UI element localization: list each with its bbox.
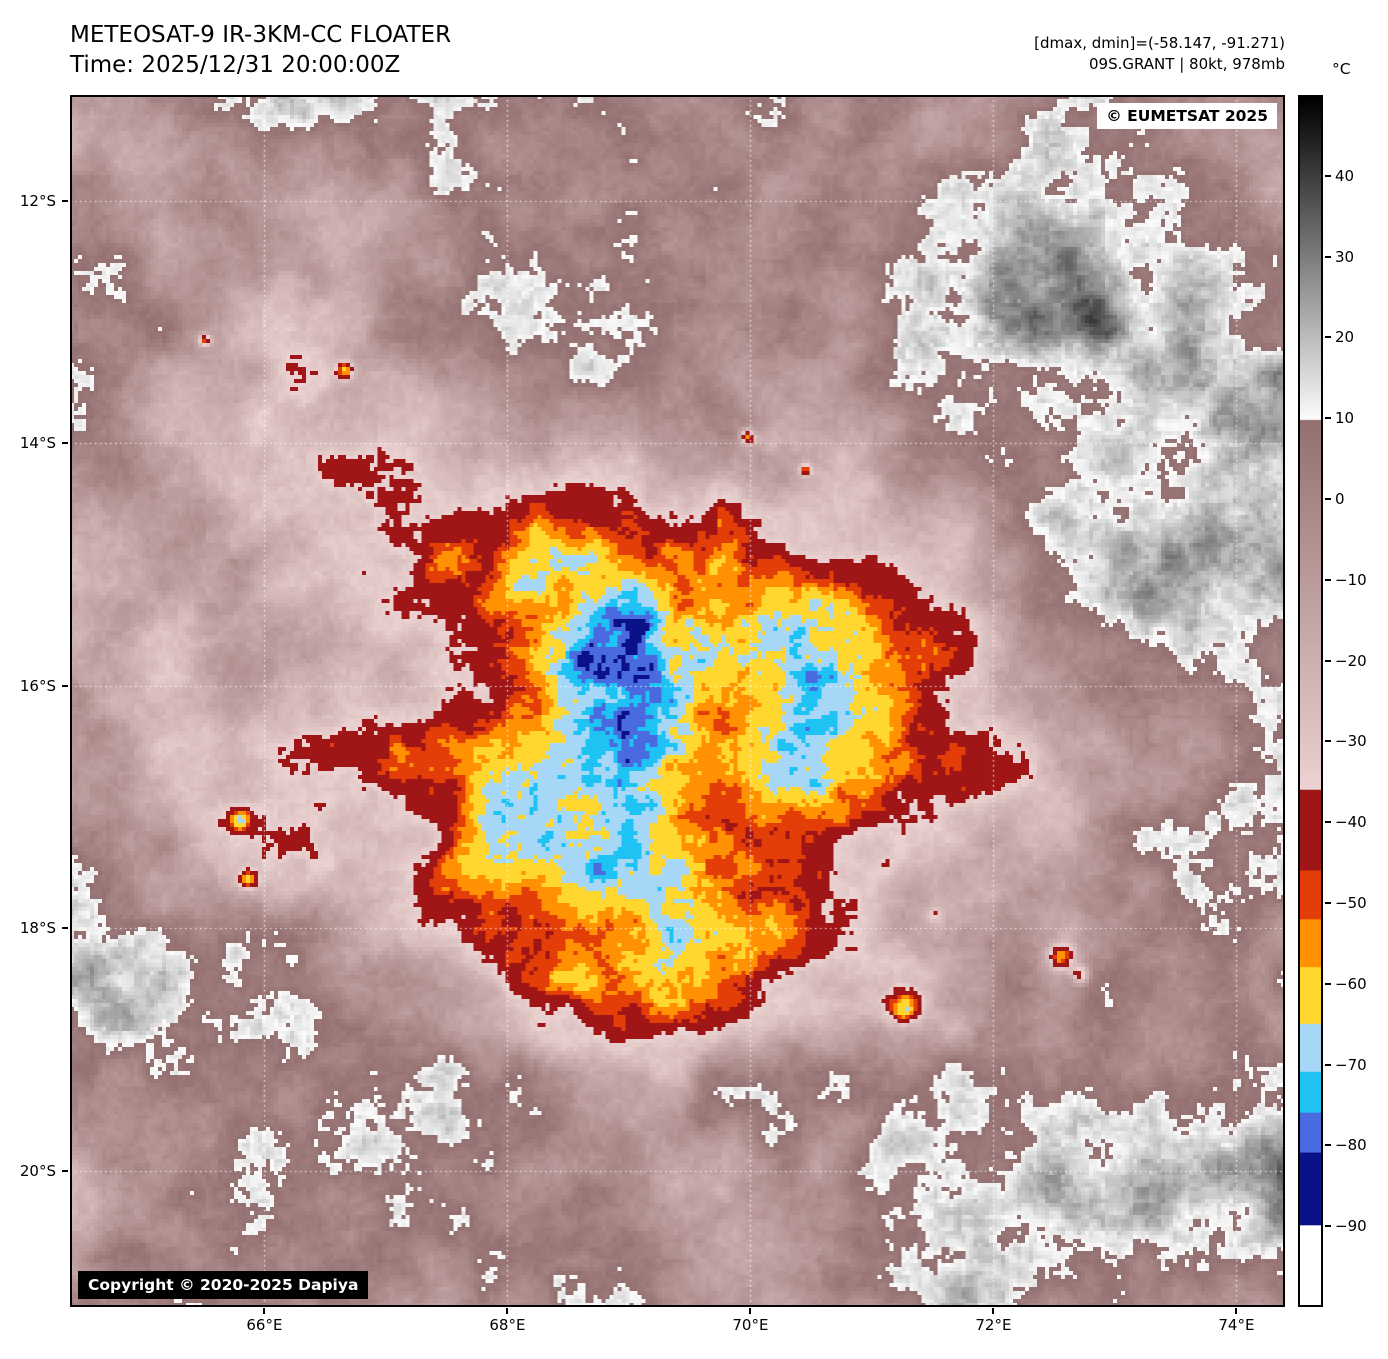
lon-tick-mark	[263, 1308, 266, 1314]
colorbar-labels: 40 30 20 10 0 −10 −20 −30 −40 −50 −60 −70 −80 −90	[1335, 95, 1387, 1307]
lon-tick-label: 68°E	[489, 1316, 526, 1334]
lat-tick-label: 12°S	[19, 191, 56, 210]
lon-tick-label: 70°E	[732, 1316, 769, 1334]
lon-tick-label: 66°E	[246, 1316, 283, 1334]
lat-axis-ticks	[62, 95, 68, 1307]
colorbar-tick-label: −10	[1335, 570, 1367, 589]
colorbar-tick-mark	[1325, 902, 1331, 904]
colorbar-tick-label: 10	[1335, 409, 1355, 428]
colorbar-gradient-canvas	[1300, 97, 1321, 1305]
lat-tick-mark	[62, 1170, 68, 1173]
colorbar-tick-mark	[1325, 982, 1331, 985]
lat-tick-label: 18°S	[19, 919, 56, 938]
lon-axis-ticks	[70, 1308, 1285, 1314]
lat-tick-mark	[62, 442, 68, 445]
colorbar-tick-label: −90	[1335, 1217, 1367, 1236]
lon-tick-label: 72°E	[975, 1316, 1012, 1334]
dmax-dmin-label: [dmax, dmin]=(-58.147, -91.271)	[1034, 34, 1285, 52]
lon-tick-label: 74°E	[1218, 1316, 1255, 1334]
lat-tick-label: 16°S	[19, 676, 56, 695]
colorbar-tick-label: −60	[1335, 974, 1367, 993]
latlon-gridlines-canvas	[70, 95, 1285, 1307]
colorbar-tick-label: −30	[1335, 732, 1367, 751]
colorbar-tick-label: 20	[1335, 328, 1355, 347]
colorbar-unit-label: °C	[1332, 60, 1351, 78]
colorbar-tick-mark	[1325, 1063, 1331, 1066]
colorbar-tick-mark	[1325, 1144, 1331, 1147]
colorbar-tick-label: −70	[1335, 1055, 1367, 1074]
colorbar-tick-label: 0	[1335, 490, 1345, 508]
lon-axis-labels: 66°E 68°E 70°E 72°E 74°E	[70, 1316, 1285, 1342]
colorbar-tick-label: −50	[1335, 894, 1367, 912]
colorbar-tick-mark	[1325, 821, 1331, 824]
lon-tick-mark	[506, 1308, 509, 1314]
storm-info-label: 09S.GRANT | 80kt, 978mb	[1088, 55, 1285, 73]
colorbar-tick-mark	[1325, 336, 1331, 339]
colorbar-tick-mark	[1325, 255, 1331, 258]
copyright-badge: Copyright © 2020-2025 Dapiya	[78, 1271, 369, 1299]
lat-tick-mark	[62, 199, 68, 202]
colorbar-tick-label: −20	[1335, 651, 1367, 670]
lon-tick-mark	[1235, 1308, 1238, 1314]
lat-tick-label: 14°S	[19, 434, 56, 453]
lat-tick-mark	[62, 927, 68, 930]
colorbar-ticks	[1325, 95, 1331, 1307]
lon-tick-mark	[992, 1308, 995, 1314]
lat-tick-mark	[62, 684, 68, 687]
colorbar-tick-mark	[1325, 1225, 1331, 1228]
colorbar-tick-mark	[1325, 740, 1331, 743]
colorbar-tick-label: −40	[1335, 813, 1367, 832]
lat-tick-label: 20°S	[19, 1162, 56, 1181]
colorbar-tick-label: 30	[1335, 247, 1355, 266]
colorbar	[1298, 95, 1323, 1307]
satellite-map: © EUMETSAT 2025 Copyright © 2020-2025 Da…	[70, 95, 1285, 1307]
timestamp-label: Time: 2025/12/31 20:00:00Z	[70, 52, 401, 78]
colorbar-tick-mark	[1325, 174, 1331, 177]
colorbar-tick-mark	[1325, 578, 1331, 581]
lon-tick-mark	[749, 1308, 752, 1314]
colorbar-tick-mark	[1325, 417, 1331, 420]
colorbar-tick-label: −80	[1335, 1136, 1367, 1155]
colorbar-tick-mark	[1325, 498, 1331, 500]
page-title: METEOSAT-9 IR-3KM-CC FLOATER	[70, 22, 452, 48]
colorbar-tick-label: 40	[1335, 166, 1355, 185]
eumetsat-credit-badge: © EUMETSAT 2025	[1097, 103, 1277, 129]
lat-axis-labels: 12°S 14°S 16°S 18°S 20°S	[0, 95, 62, 1307]
colorbar-tick-mark	[1325, 659, 1331, 662]
